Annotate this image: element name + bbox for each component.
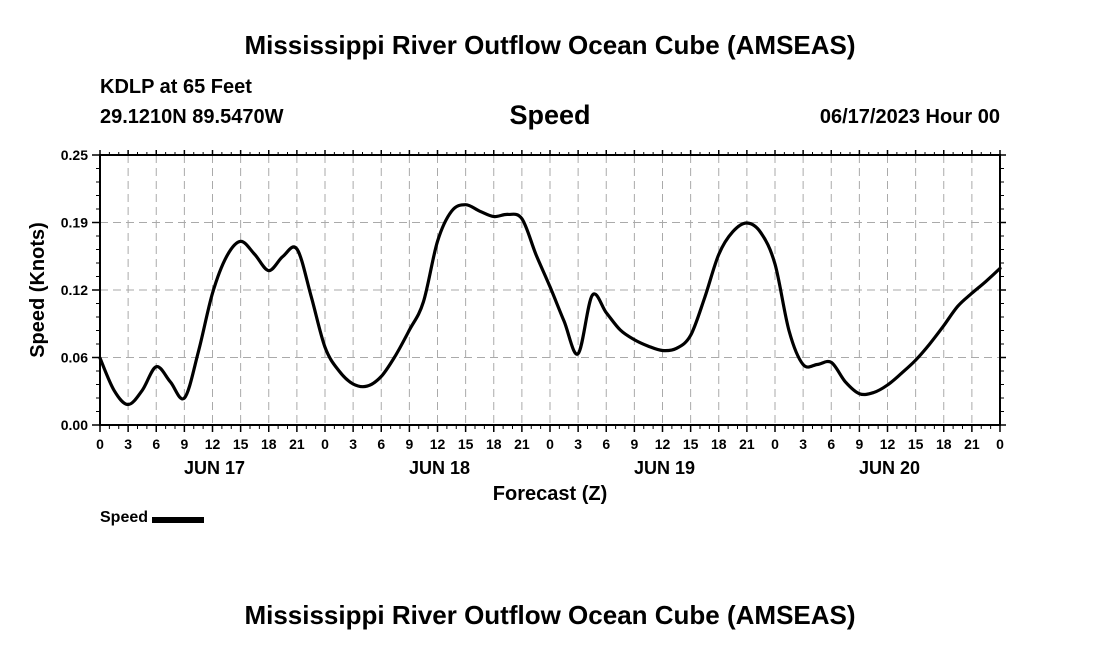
x-tick-label: 21 — [289, 436, 305, 452]
x-tick-label: 3 — [574, 436, 582, 452]
y-tick-label: 0.12 — [61, 282, 88, 298]
x-tick-label: 12 — [655, 436, 671, 452]
y-tick-label: 0.06 — [61, 350, 88, 366]
x-tick-label: 12 — [205, 436, 221, 452]
x-tick-label: 21 — [514, 436, 530, 452]
x-tick-label: 3 — [124, 436, 132, 452]
axis-ticks — [92, 150, 1006, 432]
forecast-datetime: 06/17/2023 Hour 00 — [819, 106, 1000, 128]
x-tick-label: 9 — [180, 436, 188, 452]
legend: Speed — [100, 509, 205, 527]
coordinates-label: 29.1210N 89.5470W — [100, 106, 284, 128]
x-tick-label: 12 — [880, 436, 896, 452]
variable-title: Speed — [509, 100, 591, 130]
day-label: JUN 20 — [859, 458, 920, 478]
x-tick-label: 6 — [602, 436, 610, 452]
x-tick-label: 3 — [799, 436, 807, 452]
y-tick-label: 0.00 — [61, 417, 88, 433]
x-tick-label: 15 — [908, 436, 924, 452]
x-tick-label: 18 — [936, 436, 952, 452]
x-tick-label: 0 — [321, 436, 329, 452]
x-tick-label: 15 — [683, 436, 699, 452]
x-tick-label: 18 — [486, 436, 502, 452]
x-tick-label: 9 — [855, 436, 863, 452]
x-axis-label: Forecast (Z) — [493, 483, 607, 505]
x-tick-label: 9 — [405, 436, 413, 452]
legend-label: Speed — [100, 509, 149, 526]
legend-swatch — [152, 517, 205, 523]
day-label: JUN 19 — [634, 458, 695, 478]
x-tick-label: 6 — [377, 436, 385, 452]
x-tick-label: 3 — [349, 436, 357, 452]
grid-lines — [100, 155, 1000, 425]
day-label: JUN 17 — [184, 458, 245, 478]
x-tick-label: 12 — [430, 436, 446, 452]
y-axis-label: Speed (Knots) — [27, 222, 49, 358]
x-tick-label: 15 — [458, 436, 474, 452]
station-label: KDLP at 65 Feet — [100, 76, 252, 98]
x-tick-label: 15 — [233, 436, 249, 452]
footer-title: Mississippi River Outflow Ocean Cube (AM… — [244, 600, 856, 630]
series-line-speed — [98, 203, 1002, 407]
day-label: JUN 18 — [409, 458, 470, 478]
x-tick-label: 18 — [711, 436, 727, 452]
x-tick-label: 21 — [739, 436, 755, 452]
chart-title: Mississippi River Outflow Ocean Cube (AM… — [244, 30, 856, 60]
x-tick-label: 0 — [996, 436, 1004, 452]
x-tick-label: 6 — [827, 436, 835, 452]
x-tick-label: 0 — [546, 436, 554, 452]
y-tick-labels: 0.00 0.06 0.12 0.19 0.25 — [61, 147, 88, 433]
day-labels: JUN 17 JUN 18 JUN 19 JUN 20 — [184, 458, 920, 478]
x-tick-label: 21 — [964, 436, 980, 452]
y-tick-label: 0.25 — [61, 147, 88, 163]
x-tick-label: 0 — [771, 436, 779, 452]
x-tick-labels: 0 3 6 9 12 15 18 21 0 3 6 9 12 15 18 21 0 3 6 9 12 15 18 21 0 3 6 9… — [96, 436, 1004, 452]
x-tick-label: 0 — [96, 436, 104, 452]
x-tick-label: 6 — [152, 436, 160, 452]
y-tick-label: 0.19 — [61, 215, 88, 231]
x-tick-label: 9 — [630, 436, 638, 452]
x-tick-label: 18 — [261, 436, 277, 452]
